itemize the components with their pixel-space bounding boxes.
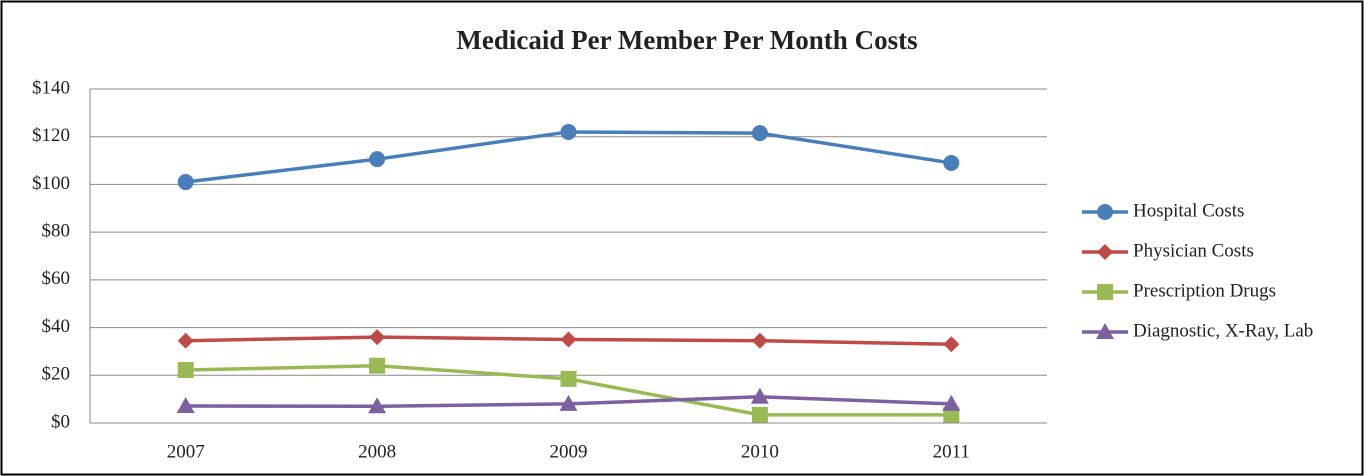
y-tick-label: $60: [42, 268, 71, 289]
legend-label: Prescription Drugs: [1133, 280, 1276, 301]
point: [560, 123, 577, 140]
point: [751, 125, 768, 142]
point: [560, 370, 577, 387]
y-tick-label: $100: [32, 173, 70, 194]
point: [369, 329, 386, 346]
y-tick-label: $0: [51, 411, 70, 432]
point: [943, 154, 960, 171]
legend-label: Physician Costs: [1133, 240, 1254, 261]
legend-marker: [1097, 244, 1113, 260]
x-tick-label: 2007: [167, 441, 205, 462]
y-tick-label: $120: [32, 125, 70, 146]
y-tick-label: $140: [32, 77, 70, 98]
point: [751, 332, 768, 349]
y-tick-label: $40: [42, 316, 71, 337]
x-tick-label: 2010: [741, 441, 779, 462]
x-tick-label: 2011: [933, 441, 970, 462]
legend-marker: [1097, 204, 1113, 220]
point: [369, 151, 386, 168]
legend-marker: [1096, 323, 1114, 339]
point: [177, 362, 194, 379]
point: [560, 331, 577, 348]
x-tick-label: 2008: [358, 441, 396, 462]
chart-title: Medicaid Per Member Per Month Costs: [456, 25, 917, 55]
y-tick-label: $80: [42, 221, 71, 242]
point: [177, 174, 194, 191]
point: [943, 336, 960, 353]
point: [750, 387, 769, 404]
x-tick-label: 2009: [550, 441, 588, 462]
y-tick-label: $20: [42, 364, 71, 385]
point: [559, 394, 578, 411]
legend-label: Diagnostic, X-Ray, Lab: [1133, 320, 1313, 341]
point: [176, 397, 195, 414]
point: [751, 406, 768, 423]
point: [369, 357, 386, 374]
point: [368, 397, 387, 414]
point: [942, 394, 961, 411]
point: [177, 332, 194, 349]
legend-label: Hospital Costs: [1133, 200, 1244, 221]
legend-marker: [1097, 284, 1113, 300]
